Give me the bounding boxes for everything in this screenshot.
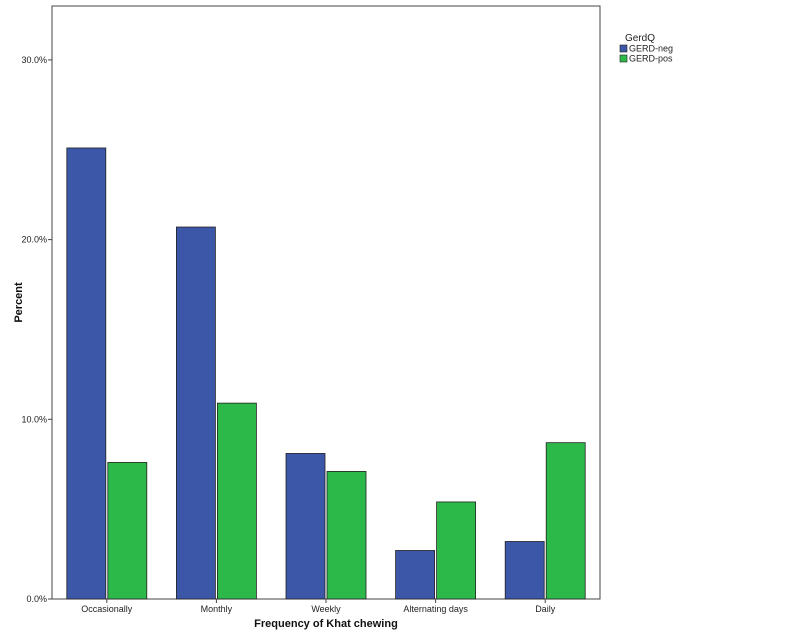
x-tick-label: Occasionally <box>81 604 133 614</box>
bar-gerd-neg-3 <box>395 550 436 600</box>
x-tick-label: Daily <box>535 604 556 614</box>
bar-gerd-pos-2 <box>326 471 367 600</box>
bar-gerd-neg-2 <box>285 453 326 600</box>
y-axis: 0.0% 10.0% 20.0% 30.0% <box>21 55 52 604</box>
bar-gerd-neg-1 <box>175 226 216 600</box>
x-axis-title: Frequency of Khat chewing <box>254 618 398 630</box>
y-tick-label: 30.0% <box>21 55 47 65</box>
bar-gerd-pos-4 <box>545 442 586 600</box>
legend-swatch-gerd-neg <box>619 44 628 53</box>
legend-label-gerd-neg: GERD-neg <box>629 44 673 54</box>
legend-title: GerdQ <box>625 33 655 44</box>
bar-gerd-pos-1 <box>216 402 257 600</box>
legend-label-gerd-pos: GERD-pos <box>629 54 673 64</box>
bars-group <box>66 147 586 600</box>
y-tick-label: 0.0% <box>26 594 47 604</box>
legend-swatch-gerd-pos <box>619 54 628 63</box>
bar-gerd-pos-0 <box>107 462 148 600</box>
bar-gerd-neg-4 <box>504 541 545 600</box>
bar-gerd-pos-3 <box>436 501 477 600</box>
y-tick-label: 10.0% <box>21 414 47 424</box>
x-axis: Occasionally Monthly Weekly Alternating day… <box>81 599 556 614</box>
x-tick-label: Weekly <box>311 604 341 614</box>
bar-gerd-neg-0 <box>66 147 107 600</box>
y-axis-title: Percent <box>13 282 25 323</box>
x-tick-label: Alternating days <box>403 604 468 614</box>
y-tick-label: 20.0% <box>21 235 47 245</box>
x-tick-label: Monthly <box>201 604 233 614</box>
